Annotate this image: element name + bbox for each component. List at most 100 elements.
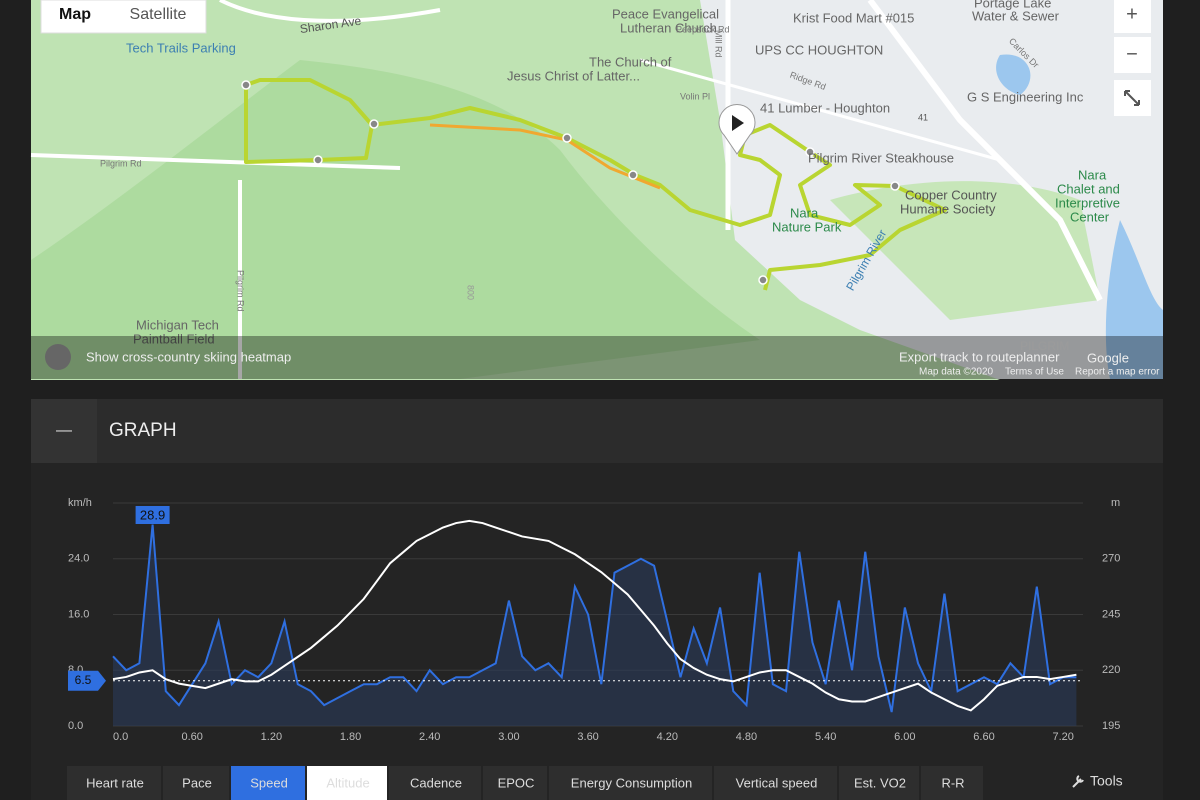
y2-tick-label: 195 [1102, 720, 1120, 732]
y2-tick-label: 270 [1102, 553, 1120, 565]
tab[interactable]: EPOC [498, 775, 535, 790]
lake [1105, 220, 1163, 379]
map-label: 41 [918, 112, 928, 122]
map-label: Pilgrim Rd [236, 270, 246, 312]
play-icon[interactable] [732, 115, 744, 131]
km-marker [562, 133, 572, 143]
map-label: Tech Trails Parking [126, 40, 236, 55]
map-label: Krist Food Mart #015 [793, 10, 914, 25]
y-tick-label: 16.0 [68, 608, 89, 620]
graph-title: GRAPH [109, 420, 177, 441]
map-label: Pilgrim River Steakhouse [808, 150, 954, 165]
tab-box[interactable] [714, 766, 837, 800]
x-tick-label: 1.80 [340, 731, 361, 743]
km-marker [369, 119, 379, 129]
tab-box[interactable] [307, 766, 387, 800]
pond [996, 54, 1031, 95]
map-label: PILGRIM [1020, 339, 1069, 353]
terms-link[interactable]: Terms of Use [1005, 367, 1064, 378]
x-tick-label: 2.40 [419, 731, 440, 743]
play-pin[interactable] [718, 104, 756, 155]
series-line [112, 519, 1077, 712]
map-label: Jesus Christ of Latter... [507, 68, 640, 83]
y2-axis-label: m [1111, 497, 1120, 509]
tab-box[interactable] [483, 766, 547, 800]
road [30, 153, 401, 170]
collapse-button[interactable]: — [56, 422, 72, 439]
report-link[interactable]: Report a map error [1075, 367, 1160, 378]
tab-box[interactable] [921, 766, 983, 800]
tab-box[interactable] [67, 766, 161, 800]
export-link[interactable]: Export track to routeplanner [899, 349, 1060, 364]
map-label: Paintball Field [133, 331, 215, 346]
tab-box[interactable] [839, 766, 919, 800]
zoom-out-box[interactable] [1114, 37, 1151, 73]
forest-area [31, 60, 760, 379]
map-label: Chalet and [1057, 181, 1120, 196]
max-label-box [135, 506, 170, 524]
heatmap-icon[interactable] [45, 344, 71, 370]
x-tick-label: 1.20 [261, 731, 282, 743]
map-label: Nara [790, 205, 819, 220]
x-tick-label: 5.40 [815, 731, 836, 743]
map-button[interactable]: Map [59, 6, 91, 23]
km-marker [805, 147, 815, 157]
map-label: Mill Rd [714, 30, 724, 58]
tabs: Heart rate Pace Speed Altitude Cadence EPOC En… [67, 766, 983, 800]
map-label: Nara [1078, 167, 1107, 182]
tab[interactable]: Heart rate [86, 775, 144, 790]
zoom-out[interactable]: − [1126, 43, 1138, 65]
tab[interactable]: Energy Consumption [571, 775, 692, 790]
fullscreen-icon [1124, 90, 1140, 106]
zoom-in[interactable]: + [1126, 3, 1138, 25]
satellite-button[interactable]: Satellite [130, 6, 187, 23]
graph-header [31, 399, 1163, 463]
graph-panel [31, 399, 1163, 800]
tab[interactable]: Est. VO2 [854, 775, 906, 790]
tools-button[interactable]: Tools [1090, 773, 1123, 789]
tab-box[interactable] [389, 766, 481, 800]
tab-box[interactable] [231, 766, 305, 800]
road [219, 0, 441, 23]
tab[interactable]: Speed [250, 775, 288, 790]
map-label: Nature Park [772, 219, 842, 234]
map-label: Lutheran Church [620, 20, 717, 35]
heatmap-toggle[interactable]: Show cross-country skiing heatmap [86, 349, 291, 364]
y2-tick-label: 220 [1102, 664, 1120, 676]
y-tick-label: 0.0 [68, 720, 83, 732]
tab[interactable]: Pace [182, 775, 212, 790]
map-label: Humane Society [900, 201, 996, 216]
x-tick-label: 0.0 [113, 731, 128, 743]
speed-area [113, 524, 1077, 726]
park-area-east [830, 181, 1100, 320]
tab[interactable]: Cadence [410, 775, 462, 790]
km-marker [758, 275, 768, 285]
y2-tick-label: 245 [1102, 608, 1120, 620]
map-label: Interpretive [1055, 195, 1120, 210]
map-label: Water & Sewer [972, 8, 1060, 23]
map-label: G S Engineering Inc [967, 89, 1084, 104]
tab[interactable]: Vertical speed [736, 775, 818, 790]
series-line [112, 524, 1077, 713]
tab-box[interactable] [163, 766, 229, 800]
tab[interactable]: Altitude [326, 775, 369, 790]
map-label: 800 [466, 285, 476, 300]
y-axis-label: km/h [68, 497, 92, 509]
tools-icon [1072, 775, 1084, 788]
km-marker [890, 181, 900, 191]
map-label: UPS CC HOUGHTON [755, 42, 883, 57]
zoom-in-box[interactable] [1114, 0, 1151, 33]
map-label: Portage Lake [974, 0, 1051, 10]
km-marker [313, 155, 323, 165]
map-label: Peace Evangelical [612, 6, 719, 21]
y-tick-label: 24.0 [68, 553, 89, 565]
tab-box[interactable] [549, 766, 712, 800]
max-label: 28.9 [140, 507, 165, 522]
map-label: The Church of [589, 54, 672, 69]
pin[interactable] [718, 104, 756, 155]
collapse-box[interactable] [31, 399, 97, 463]
tab[interactable]: R-R [941, 775, 964, 790]
x-tick-label: 3.00 [498, 731, 519, 743]
